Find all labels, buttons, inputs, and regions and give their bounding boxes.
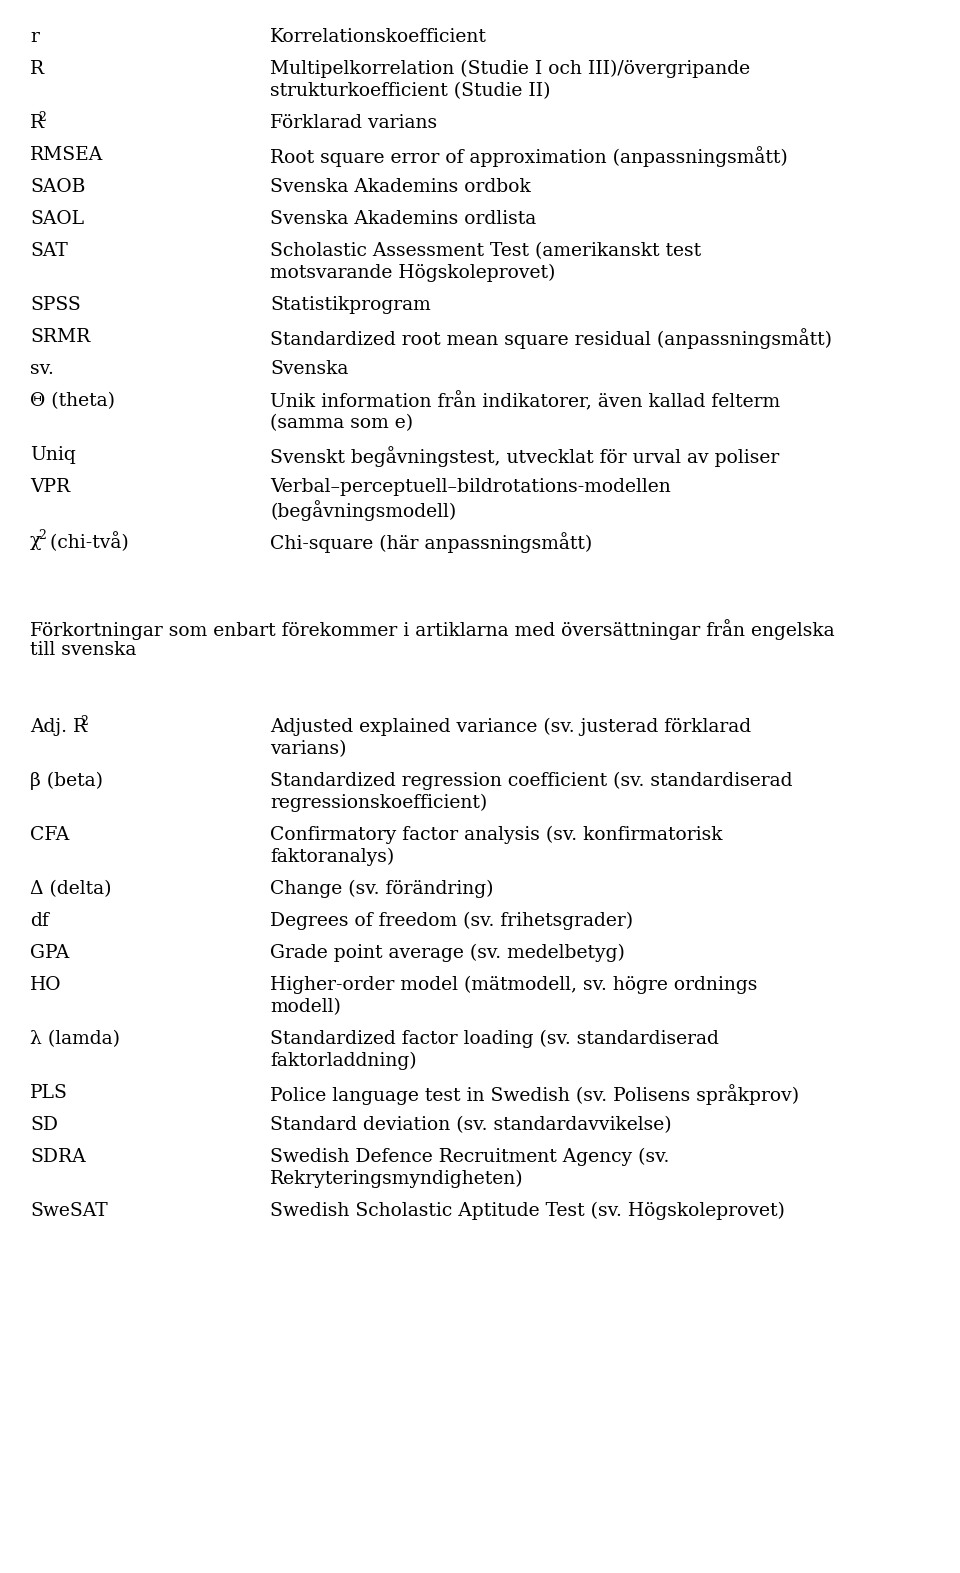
- Text: Standardized root mean square residual (anpassningsmått): Standardized root mean square residual (…: [270, 329, 832, 349]
- Text: Degrees of freedom (sv. frihetsgrader): Degrees of freedom (sv. frihetsgrader): [270, 912, 634, 930]
- Text: Θ (theta): Θ (theta): [30, 392, 115, 411]
- Text: df: df: [30, 912, 49, 930]
- Text: Standardized regression coefficient (sv. standardiserad: Standardized regression coefficient (sv.…: [270, 772, 793, 790]
- Text: modell): modell): [270, 997, 341, 1016]
- Text: R: R: [30, 113, 44, 132]
- Text: sv.: sv.: [30, 360, 54, 378]
- Text: SAOL: SAOL: [30, 211, 84, 228]
- Text: (chi-två): (chi-två): [44, 532, 129, 552]
- Text: varians): varians): [270, 739, 347, 758]
- Text: β (beta): β (beta): [30, 772, 103, 790]
- Text: Higher-order model (mätmodell, sv. högre ordnings: Higher-order model (mätmodell, sv. högre…: [270, 975, 757, 994]
- Text: CFA: CFA: [30, 826, 69, 845]
- Text: 2: 2: [38, 529, 46, 543]
- Text: SDRA: SDRA: [30, 1148, 85, 1166]
- Text: Adj. R: Adj. R: [30, 717, 87, 736]
- Text: Δ (delta): Δ (delta): [30, 879, 111, 898]
- Text: SAT: SAT: [30, 242, 68, 260]
- Text: Uniq: Uniq: [30, 447, 76, 464]
- Text: GPA: GPA: [30, 944, 69, 963]
- Text: 2: 2: [38, 112, 46, 124]
- Text: SPSS: SPSS: [30, 296, 81, 315]
- Text: Grade point average (sv. medelbetyg): Grade point average (sv. medelbetyg): [270, 944, 625, 963]
- Text: regressionskoefficient): regressionskoefficient): [270, 794, 488, 812]
- Text: Svenskt begåvningstest, utvecklat för urval av poliser: Svenskt begåvningstest, utvecklat för ur…: [270, 447, 780, 467]
- Text: 2: 2: [81, 716, 88, 728]
- Text: Verbal–perceptuell–bildrotations-modellen: Verbal–perceptuell–bildrotations-modelle…: [270, 478, 671, 495]
- Text: HO: HO: [30, 975, 61, 994]
- Text: Svenska Akademins ordbok: Svenska Akademins ordbok: [270, 178, 531, 197]
- Text: Korrelationskoefficient: Korrelationskoefficient: [270, 28, 487, 46]
- Text: Statistikprogram: Statistikprogram: [270, 296, 431, 315]
- Text: Adjusted explained variance (sv. justerad förklarad: Adjusted explained variance (sv. justera…: [270, 717, 751, 736]
- Text: Change (sv. förändring): Change (sv. förändring): [270, 879, 493, 898]
- Text: Förkortningar som enbart förekommer i artiklarna med översättningar från engelsk: Förkortningar som enbart förekommer i ar…: [30, 620, 834, 640]
- Text: faktoranalys): faktoranalys): [270, 848, 395, 867]
- Text: λ (lamda): λ (lamda): [30, 1030, 120, 1048]
- Text: Rekryteringsmyndigheten): Rekryteringsmyndigheten): [270, 1170, 523, 1188]
- Text: Scholastic Assessment Test (amerikanskt test: Scholastic Assessment Test (amerikanskt …: [270, 242, 701, 260]
- Text: Swedish Defence Recruitment Agency (sv.: Swedish Defence Recruitment Agency (sv.: [270, 1148, 669, 1166]
- Text: faktorladdning): faktorladdning): [270, 1052, 417, 1070]
- Text: Police language test in Swedish (sv. Polisens språkprov): Police language test in Swedish (sv. Pol…: [270, 1084, 799, 1104]
- Text: Confirmatory factor analysis (sv. konfirmatorisk: Confirmatory factor analysis (sv. konfir…: [270, 826, 723, 845]
- Text: SweSAT: SweSAT: [30, 1202, 108, 1221]
- Text: till svenska: till svenska: [30, 642, 136, 659]
- Text: Svenska: Svenska: [270, 360, 348, 378]
- Text: r: r: [30, 28, 38, 46]
- Text: Swedish Scholastic Aptitude Test (sv. Högskoleprovet): Swedish Scholastic Aptitude Test (sv. Hö…: [270, 1202, 785, 1221]
- Text: Förklarad varians: Förklarad varians: [270, 113, 437, 132]
- Text: Multipelkorrelation (Studie I och III)/övergripande: Multipelkorrelation (Studie I och III)/ö…: [270, 60, 750, 79]
- Text: RMSEA: RMSEA: [30, 146, 104, 164]
- Text: SRMR: SRMR: [30, 329, 90, 346]
- Text: R: R: [30, 60, 44, 79]
- Text: Root square error of approximation (anpassningsmått): Root square error of approximation (anpa…: [270, 146, 788, 167]
- Text: Unik information från indikatorer, även kallad felterm: Unik information från indikatorer, även …: [270, 392, 780, 412]
- Text: VPR: VPR: [30, 478, 70, 495]
- Text: Chi-square (här anpassningsmått): Chi-square (här anpassningsmått): [270, 532, 592, 554]
- Text: Standard deviation (sv. standardavvikelse): Standard deviation (sv. standardavvikels…: [270, 1115, 672, 1134]
- Text: (samma som e): (samma som e): [270, 414, 413, 433]
- Text: Standardized factor loading (sv. standardiserad: Standardized factor loading (sv. standar…: [270, 1030, 719, 1048]
- Text: χ: χ: [30, 532, 41, 551]
- Text: strukturkoefficient (Studie II): strukturkoefficient (Studie II): [270, 82, 550, 101]
- Text: (begåvningsmodell): (begåvningsmodell): [270, 500, 456, 521]
- Text: PLS: PLS: [30, 1084, 68, 1103]
- Text: SAOB: SAOB: [30, 178, 85, 197]
- Text: SD: SD: [30, 1115, 58, 1134]
- Text: motsvarande Högskoleprovet): motsvarande Högskoleprovet): [270, 264, 556, 282]
- Text: Svenska Akademins ordlista: Svenska Akademins ordlista: [270, 211, 537, 228]
